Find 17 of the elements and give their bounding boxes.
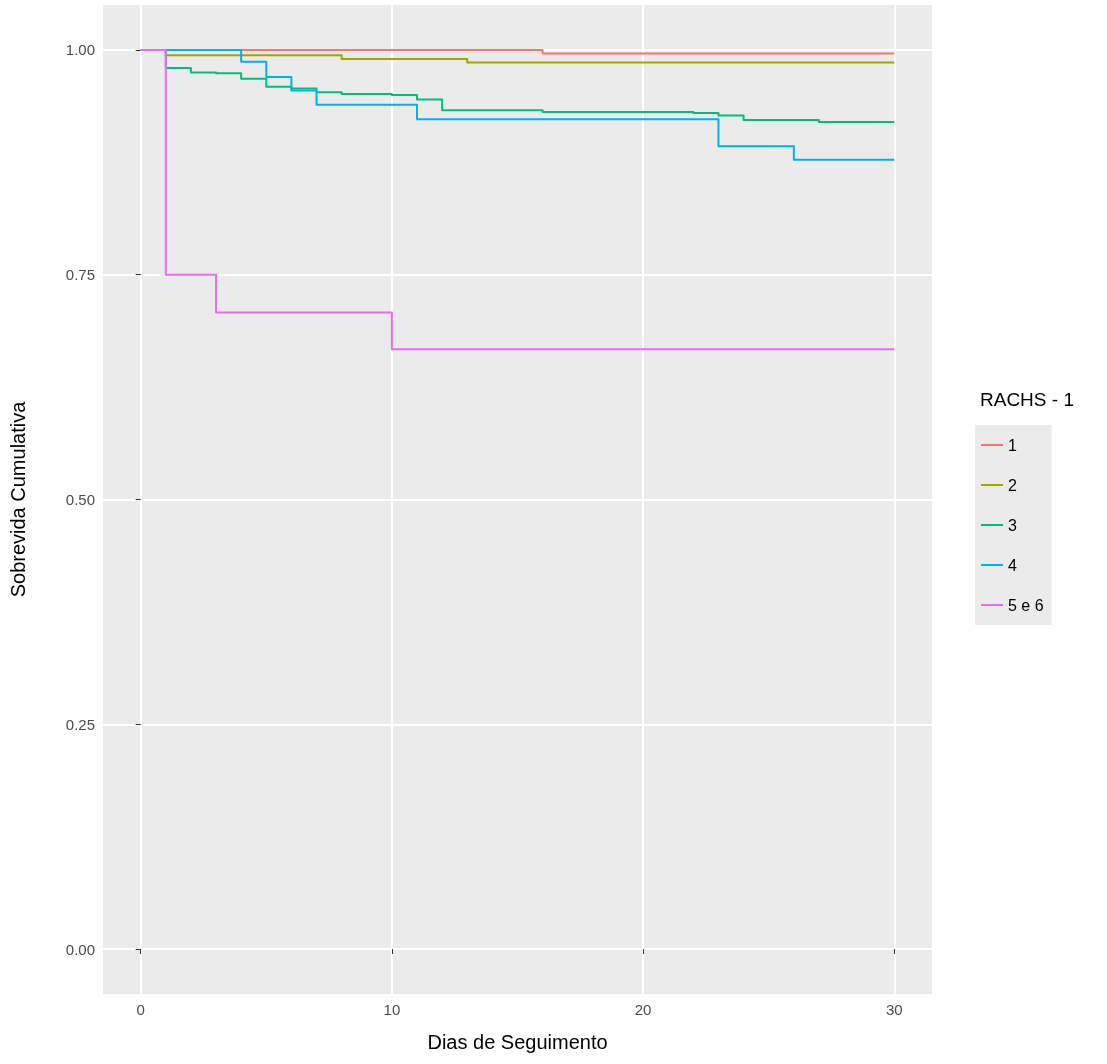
legend-label: 5 e 6 (1008, 596, 1044, 614)
x-tick-label: 10 (383, 1001, 401, 1018)
legend-label: 2 (1008, 476, 1017, 494)
legend-label: 3 (1008, 516, 1017, 534)
legend-label: 4 (1008, 556, 1017, 574)
y-tick-label: 0.50 (65, 491, 95, 508)
x-tick-label: 30 (885, 1001, 903, 1018)
x-tick-label: 0 (136, 1001, 145, 1018)
legend-label: 1 (1008, 436, 1017, 454)
y-tick-label: 0.75 (65, 266, 95, 284)
y-axis-title: Sobrevida Cumulativa (7, 400, 29, 598)
x-axis-title: Dias de Seguimento (427, 1031, 608, 1053)
y-tick-label: 0.25 (65, 715, 95, 733)
x-tick-label: 20 (634, 1001, 652, 1018)
y-tick-label: 1.00 (65, 41, 95, 59)
y-tick-label: 0.00 (65, 940, 95, 958)
legend-title: RACHS - 1 (980, 389, 1074, 410)
